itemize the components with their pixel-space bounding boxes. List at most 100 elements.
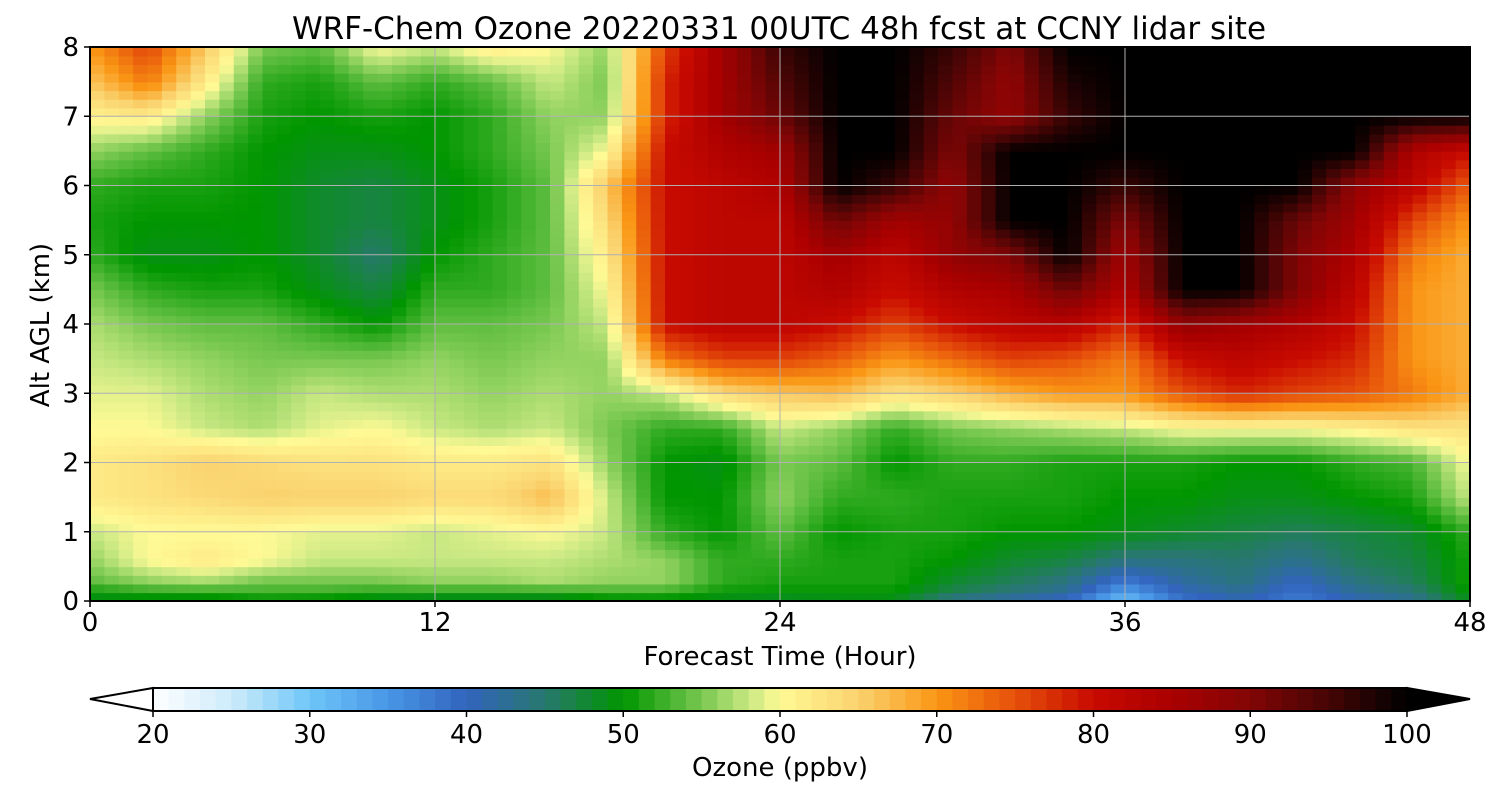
heatmap-cell xyxy=(564,505,580,516)
heatmap-cell xyxy=(406,220,422,230)
heatmap-cell xyxy=(1024,523,1040,533)
heatmap-cell xyxy=(1254,479,1270,490)
heatmap-cell xyxy=(866,514,882,524)
heatmap-cell xyxy=(147,427,163,438)
heatmap-cell xyxy=(866,272,882,282)
heatmap-cell xyxy=(320,523,336,533)
heatmap-cell xyxy=(966,315,983,325)
heatmap-cell xyxy=(607,237,623,247)
heatmap-cell xyxy=(722,358,738,369)
heatmap-cell xyxy=(1024,531,1040,542)
heatmap-cell xyxy=(593,592,609,601)
heatmap-cell xyxy=(248,159,264,169)
heatmap-cell xyxy=(593,575,609,585)
heatmap-cell xyxy=(492,488,508,498)
heatmap-cell xyxy=(1355,298,1371,308)
heatmap-cell xyxy=(1240,505,1256,516)
heatmap-cell xyxy=(679,332,695,343)
heatmap-cell xyxy=(952,237,968,247)
heatmap-cell xyxy=(205,592,221,601)
heatmap-cell xyxy=(952,505,968,516)
heatmap-cell xyxy=(851,289,868,299)
heatmap-cell xyxy=(190,523,206,533)
heatmap-cell xyxy=(1412,419,1428,429)
heatmap-cell xyxy=(1110,583,1126,594)
heatmap-cell xyxy=(995,263,1011,273)
heatmap-cell xyxy=(1096,185,1112,195)
heatmap-cell xyxy=(1067,324,1083,334)
heatmap-cell xyxy=(1024,246,1040,256)
heatmap-cell xyxy=(363,427,379,438)
heatmap-cell xyxy=(492,575,508,585)
heatmap-cell xyxy=(1426,410,1443,421)
heatmap-cell xyxy=(506,401,523,412)
heatmap-cell xyxy=(851,168,868,178)
heatmap-cell xyxy=(118,497,134,507)
heatmap-cell xyxy=(636,497,652,507)
heatmap-cell xyxy=(377,592,393,601)
heatmap-cell xyxy=(794,427,810,438)
heatmap-cell xyxy=(621,445,638,455)
heatmap-cell xyxy=(348,557,364,568)
heatmap-cell xyxy=(550,341,566,351)
heatmap-cell xyxy=(736,531,753,542)
heatmap-cell xyxy=(765,349,781,360)
heatmap-cell xyxy=(334,497,350,507)
heatmap-cell xyxy=(578,566,594,576)
heatmap-cell xyxy=(463,168,479,178)
heatmap-cell xyxy=(492,202,508,213)
heatmap-cell xyxy=(1383,384,1399,395)
heatmap-cell xyxy=(248,514,264,524)
heatmap-cell xyxy=(276,531,293,542)
heatmap-cell xyxy=(262,272,278,282)
heatmap-cell xyxy=(966,185,983,195)
heatmap-cell xyxy=(1139,557,1155,568)
heatmap-cell xyxy=(1067,497,1083,507)
heatmap-cell xyxy=(1096,280,1112,291)
heatmap-cell xyxy=(1297,497,1313,507)
heatmap-cell xyxy=(1024,280,1040,291)
heatmap-cell xyxy=(1053,168,1069,178)
heatmap-cell xyxy=(262,202,278,213)
heatmap-cell xyxy=(147,349,163,360)
heatmap-cell xyxy=(262,497,278,507)
heatmap-cell xyxy=(995,557,1011,568)
heatmap-cell xyxy=(1081,410,1098,421)
heatmap-cell xyxy=(435,280,451,291)
heatmap-cell xyxy=(1168,566,1184,576)
heatmap-cell xyxy=(751,367,767,377)
heatmap-cell xyxy=(521,150,537,161)
heatmap-cell xyxy=(923,280,939,291)
heatmap-cell xyxy=(1110,479,1126,490)
heatmap-cell xyxy=(1326,349,1342,360)
heatmap-cell xyxy=(190,479,206,490)
heatmap-cell xyxy=(621,462,638,472)
heatmap-cell xyxy=(161,514,178,524)
heatmap-cell xyxy=(1311,194,1328,204)
heatmap-cell xyxy=(420,272,436,282)
heatmap-cell xyxy=(1412,228,1428,239)
heatmap-cell xyxy=(1024,341,1040,351)
heatmap-cell xyxy=(923,436,939,446)
heatmap-cell xyxy=(1441,176,1457,187)
heatmap-cell xyxy=(521,471,537,481)
heatmap-cell xyxy=(938,220,954,230)
heatmap-cell xyxy=(1153,272,1169,282)
heatmap-cell xyxy=(535,540,551,550)
heatmap-cell xyxy=(751,427,767,438)
heatmap-cell xyxy=(334,315,350,325)
heatmap-cell xyxy=(406,488,422,498)
heatmap-cell xyxy=(1081,228,1098,239)
heatmap-cell xyxy=(665,505,681,516)
heatmap-cell xyxy=(1110,272,1126,282)
heatmap-cell xyxy=(1297,176,1313,187)
heatmap-cell xyxy=(808,523,824,533)
heatmap-cell xyxy=(435,505,451,516)
heatmap-cell xyxy=(1211,514,1227,524)
heatmap-cell xyxy=(305,557,321,568)
heatmap-cell xyxy=(1426,384,1443,395)
heatmap-cell xyxy=(1283,523,1299,533)
heatmap-cell xyxy=(1196,410,1213,421)
heatmap-cell xyxy=(1383,505,1399,516)
heatmap-cell xyxy=(1125,185,1141,195)
